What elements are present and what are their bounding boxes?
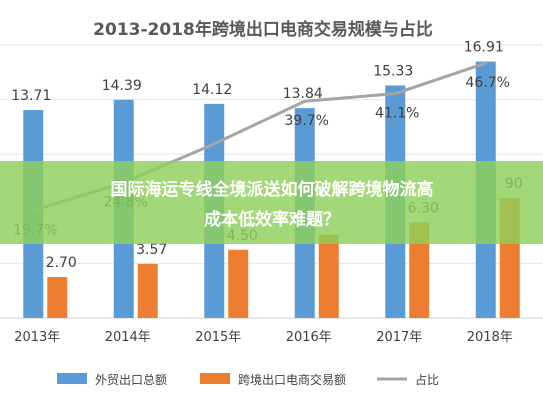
legend-label: 占比 — [415, 372, 439, 387]
bar-ecommerce-export — [47, 277, 68, 318]
export-total-label: 13.71 — [11, 88, 51, 104]
ecommerce-export-label: 3.57 — [136, 242, 167, 258]
legend-swatch — [57, 373, 87, 384]
category-label: 2016年 — [286, 330, 332, 345]
export-total-label: 15.33 — [373, 63, 413, 79]
export-total-label: 13.84 — [283, 86, 323, 102]
export-total-label: 16.91 — [464, 40, 504, 56]
ratio-point — [303, 99, 307, 103]
chart-title: 2013-2018年跨境出口电商交易规模与占比 — [93, 19, 433, 40]
promo-banner-line2: 成本低效率难题？ — [204, 209, 340, 230]
bar-ecommerce-export — [318, 234, 339, 318]
category-label: 2014年 — [105, 330, 151, 345]
ratio-label: 41.1% — [375, 106, 419, 122]
legend-swatch — [200, 373, 230, 384]
promo-banner: 国际海运专线全境派送如何破解跨境物流高 成本低效率难题？ — [0, 161, 543, 244]
bar-ecommerce-export — [409, 222, 430, 318]
category-label: 2015年 — [195, 330, 241, 345]
ratio-point — [212, 142, 216, 146]
export-total-label: 14.39 — [102, 78, 142, 94]
ecommerce-export-label: 2.70 — [46, 255, 77, 271]
category-label: 2017年 — [376, 330, 422, 345]
legend-label: 外贸出口总额 — [95, 373, 167, 387]
promo-banner-line1: 国际海运专线全境派送如何破解跨境物流高 — [111, 179, 434, 200]
category-label: 2018年 — [467, 330, 513, 345]
category-axis: 2013年 2014年 2015年 2016年 2017年 2018年 — [14, 330, 513, 345]
ratio-label: 46.7% — [466, 75, 510, 91]
labels-layer: 13.7114.3914.1213.8415.3316.912.703.574.… — [11, 40, 522, 272]
ratio-point — [484, 61, 488, 65]
export-total-label: 14.12 — [192, 82, 232, 98]
ratio-point — [393, 92, 397, 96]
bar-ecommerce-export — [228, 249, 249, 318]
legend: 外贸出口总额 跨境出口电商交易额 占比 — [57, 372, 439, 387]
ratio-label: 39.7% — [285, 113, 329, 129]
legend-label: 跨境出口电商交易额 — [238, 372, 346, 387]
bar-ecommerce-export — [137, 263, 158, 318]
promo-banner-background — [0, 161, 543, 244]
category-label: 2013年 — [14, 330, 60, 345]
